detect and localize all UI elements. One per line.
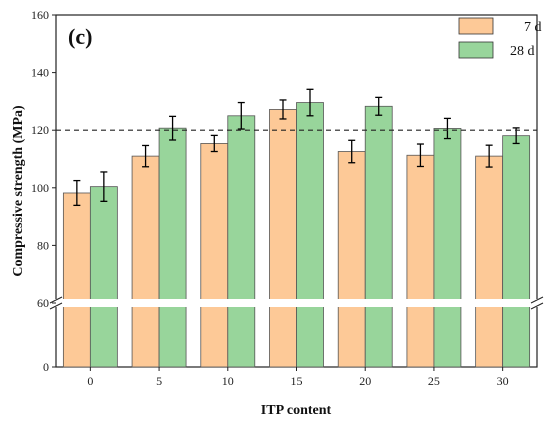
axis-break-gap <box>42 299 542 307</box>
x-tick-label-10: 10 <box>222 374 234 388</box>
bar-7d-30 <box>475 155 504 368</box>
axis-break-mark-right-1 <box>530 296 544 304</box>
bar-28d-10 <box>227 115 256 368</box>
bar-28d-30 <box>502 135 531 368</box>
bar-28d-0 <box>89 186 118 368</box>
axis-break-mark-right-2 <box>530 302 544 310</box>
x-tick-label-30: 30 <box>497 374 509 388</box>
axis-break-mark-left-1 <box>49 296 63 304</box>
x-tick-label-5: 5 <box>156 374 162 388</box>
bar-28d-15 <box>296 102 324 368</box>
x-tick-label-15: 15 <box>291 374 303 388</box>
y-tick-label-80: 80 <box>37 238 49 252</box>
y-tick-label-60: 60 <box>37 296 49 310</box>
y-tick-label-120: 120 <box>31 123 49 137</box>
y-axis-title: Compressive strength (MPa) <box>11 105 26 277</box>
bar-7d-5 <box>131 155 160 368</box>
bar-7d-10 <box>200 143 229 368</box>
panel-label: (c) <box>68 24 92 49</box>
bar-7d-25 <box>406 154 435 368</box>
y-tick-label-100: 100 <box>31 181 49 195</box>
legend-label-28d: 28 d <box>510 44 535 59</box>
bar-28d-25 <box>433 128 462 368</box>
legend-swatch-7d <box>458 17 494 35</box>
legend-swatch-28d <box>458 41 494 59</box>
x-tick-label-20: 20 <box>359 374 371 388</box>
y-tick-label-160: 160 <box>31 8 49 22</box>
legend-label-7d: 7 d <box>524 20 542 35</box>
plot-area: 0 5 10 15 20 25 30 0 60 80 100 120 140 160 <box>31 8 544 388</box>
bar-28d-20 <box>364 105 393 368</box>
legend: 7 d 28 d <box>458 17 542 59</box>
x-axis-title: ITP content <box>261 403 332 418</box>
axis-break-mark-left-2 <box>49 302 63 310</box>
bar-28d-5 <box>158 127 187 368</box>
bar-7d-15 <box>269 109 297 368</box>
y-tick-label-0: 0 <box>43 360 49 374</box>
x-tick-label-25: 25 <box>428 374 440 388</box>
bar-7d-0 <box>62 192 91 368</box>
y-tick-label-140: 140 <box>31 66 49 80</box>
bar-7d-20 <box>337 151 366 368</box>
x-tick-label-0: 0 <box>87 374 93 388</box>
